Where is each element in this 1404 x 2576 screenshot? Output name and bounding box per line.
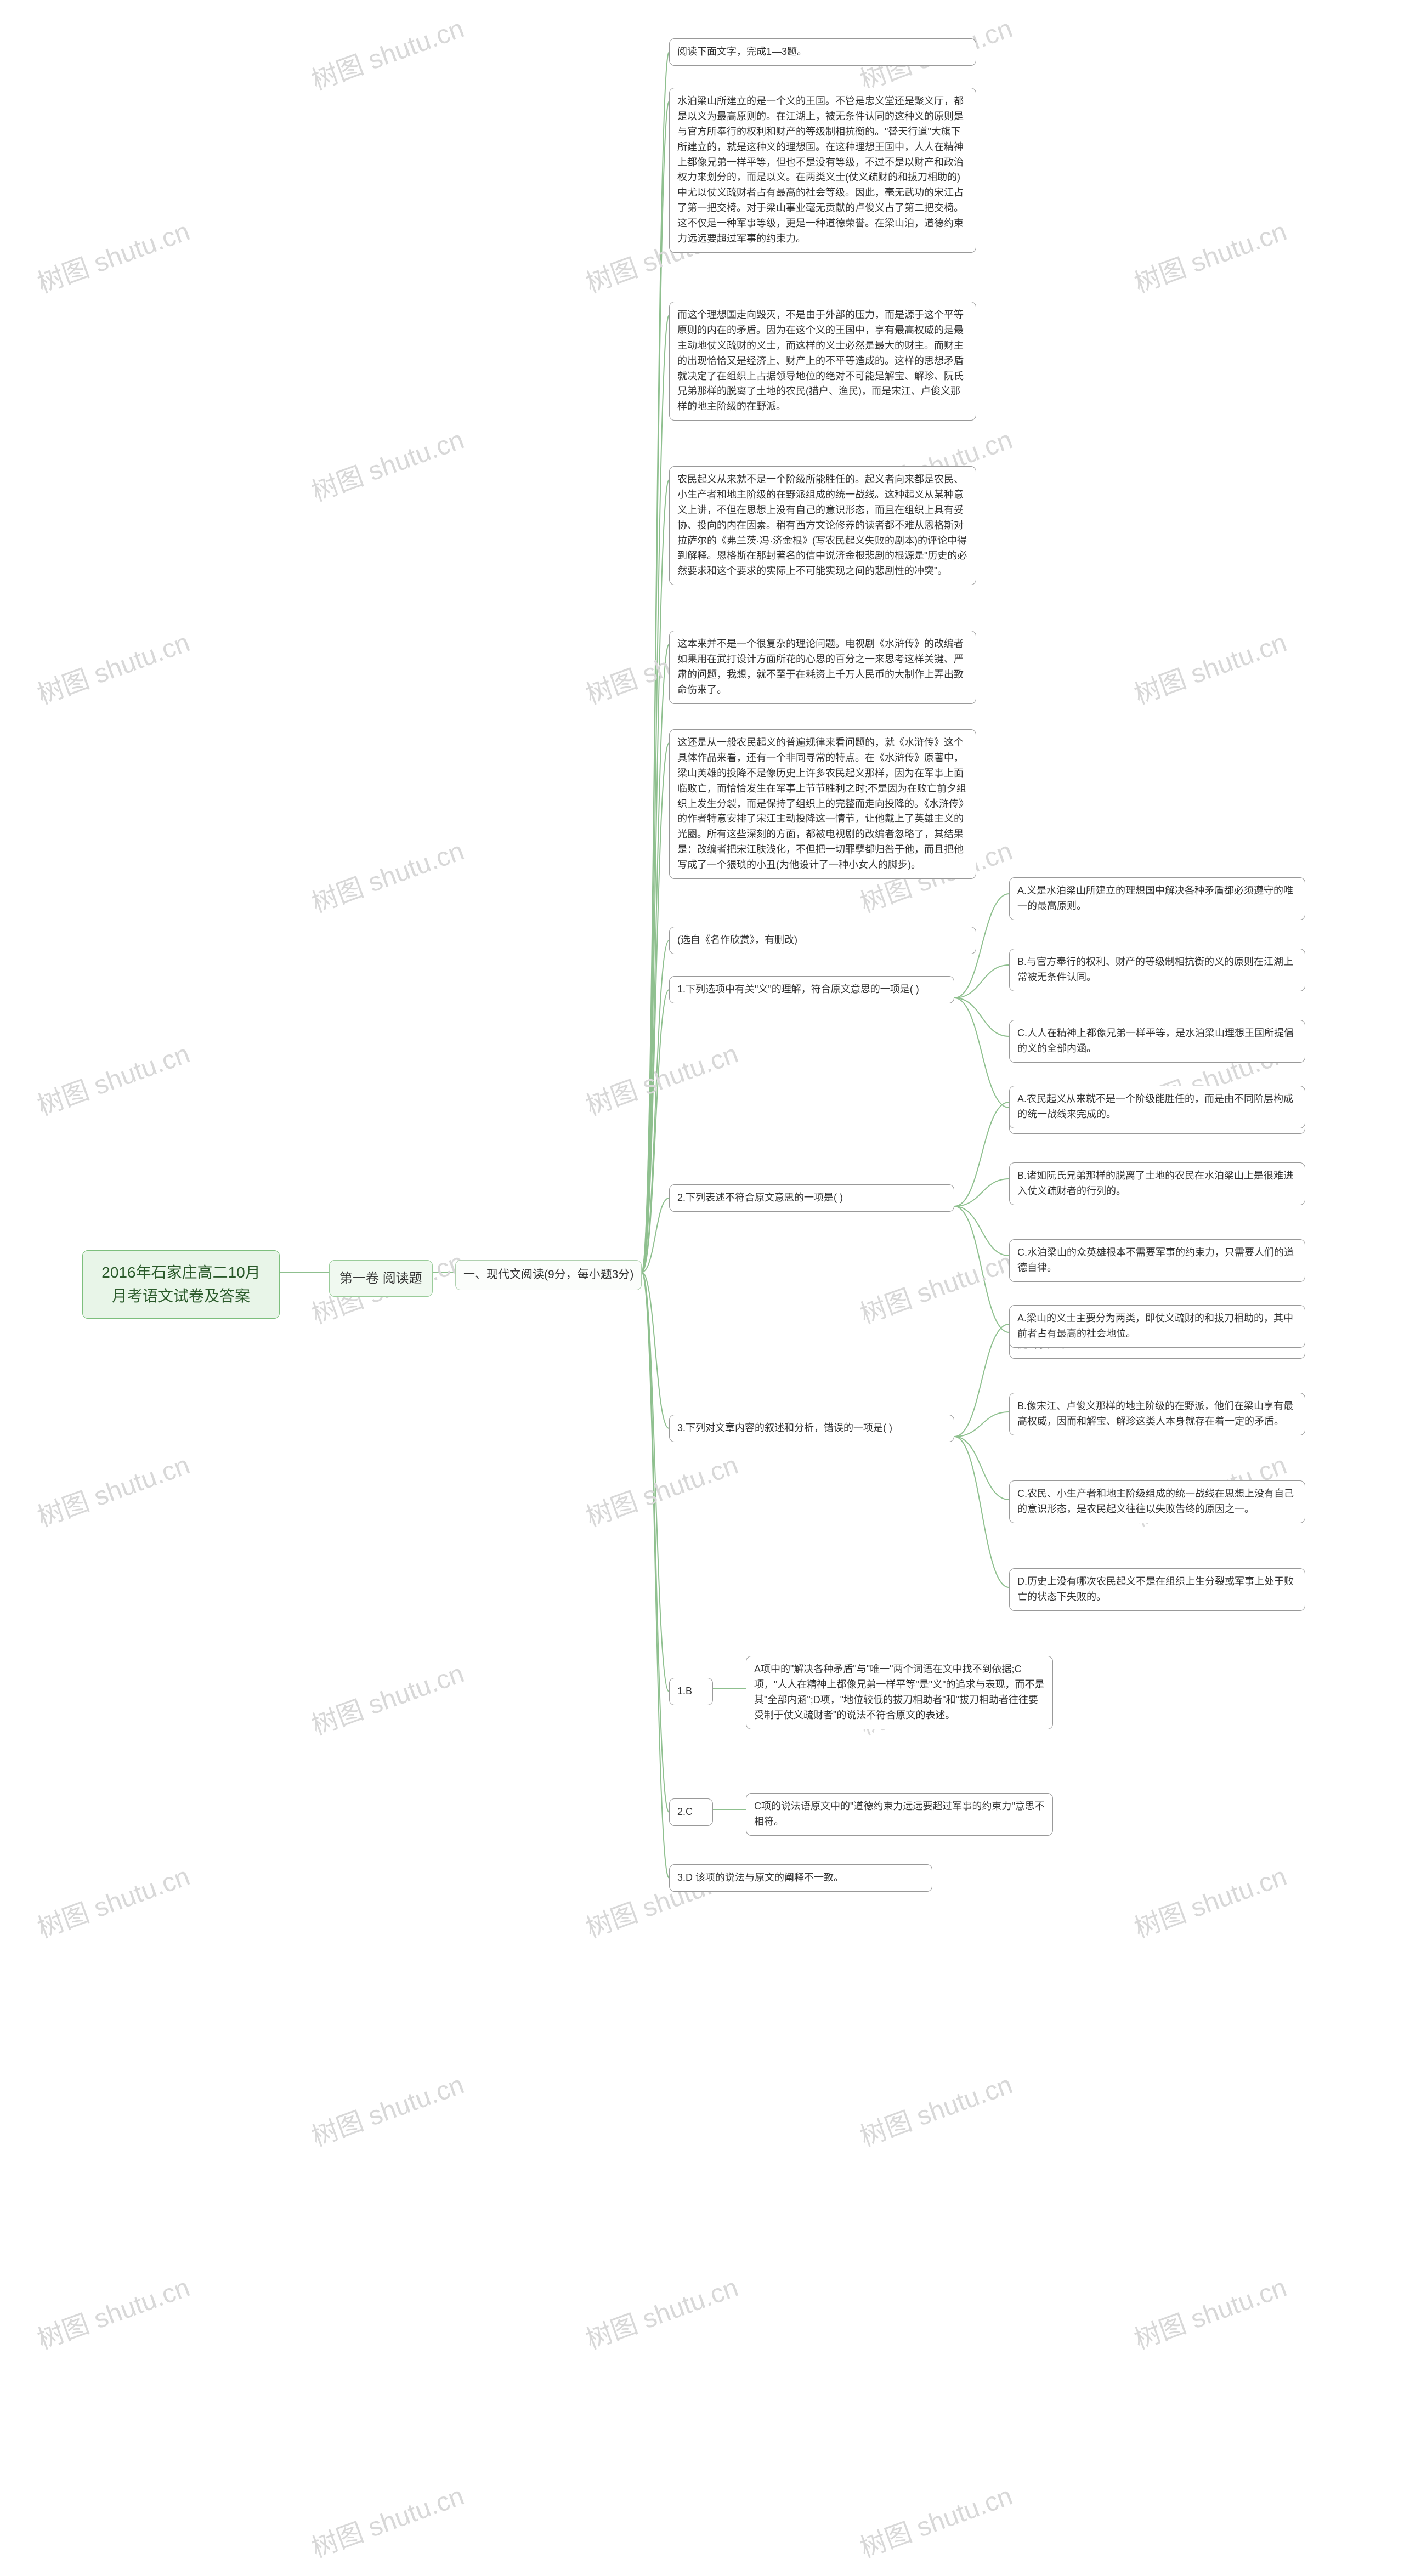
q2-option-B: B.诸如阮氏兄弟那样的脱离了土地的农民在水泊梁山上是很难进入仗义疏财者的行列的。 — [1009, 1162, 1305, 1205]
answer-2: 2.C — [669, 1798, 713, 1826]
modern-reading: 一、现代文阅读(9分，每小题3分) — [455, 1260, 642, 1290]
passage-para-0: 阅读下面文字，完成1—3题。 — [669, 38, 976, 66]
q1-option-C: C.人人在精神上都像兄弟一样平等，是水泊梁山理想王国所提倡的义的全部内涵。 — [1009, 1020, 1305, 1063]
passage-para-6: (选自《名作欣赏》，有删改) — [669, 927, 976, 954]
question-1: 1.下列选项中有关"义"的理解，符合原文意思的一项是( ) — [669, 976, 954, 1003]
q2-option-A: A.农民起义从来就不是一个阶级能胜任的，而是由不同阶层构成的统一战线来完成的。 — [1009, 1086, 1305, 1128]
section-reading: 第一卷 阅读题 — [329, 1260, 433, 1297]
q1-option-B: B.与官方奉行的权利、财产的等级制相抗衡的义的原则在江湖上常被无条件认同。 — [1009, 949, 1305, 991]
passage-para-4: 这本来并不是一个很复杂的理论问题。电视剧《水浒传》的改编者如果用在武打设计方面所… — [669, 631, 976, 704]
question-3: 3.下列对文章内容的叙述和分析，错误的一项是( ) — [669, 1415, 954, 1442]
q3-option-A: A.梁山的义士主要分为两类，即仗义疏财的和拔刀相助的，其中前者占有最高的社会地位… — [1009, 1305, 1305, 1348]
q3-option-B: B.像宋江、卢俊义那样的地主阶级的在野派，他们在梁山享有最高权威，因而和解宝、解… — [1009, 1393, 1305, 1435]
q2-option-C: C.水泊梁山的众英雄根本不需要军事的约束力，只需要人们的道德自律。 — [1009, 1239, 1305, 1282]
question-2: 2.下列表述不符合原文意思的一项是( ) — [669, 1184, 954, 1212]
q3-option-D: D.历史上没有哪次农民起义不是在组织上生分裂或军事上处于败亡的状态下失败的。 — [1009, 1568, 1305, 1611]
q1-option-A: A.义是水泊梁山所建立的理想国中解决各种矛盾都必须遵守的唯一的最高原则。 — [1009, 877, 1305, 920]
q3-option-C: C.农民、小生产者和地主阶级组成的统一战线在思想上没有自己的意识形态，是农民起义… — [1009, 1480, 1305, 1523]
passage-para-2: 而这个理想国走向毁灭，不是由于外部的压力，而是源于这个平等原则的内在的矛盾。因为… — [669, 302, 976, 421]
answer-1: 1.B — [669, 1678, 713, 1705]
answer-1-explain: A项中的"解决各种矛盾"与"唯一"两个词语在文中找不到依据;C项，"人人在精神上… — [746, 1656, 1053, 1729]
passage-para-5: 这还是从一般农民起义的普遍规律来看问题的，就《水浒传》这个具体作品来看，还有一个… — [669, 729, 976, 879]
root-node: 2016年石家庄高二10月月考语文试卷及答案 — [82, 1250, 280, 1319]
answer-2-explain: C项的说法语原文中的"道德约束力远远要超过军事的约束力"意思不相符。 — [746, 1793, 1053, 1836]
answer-3: 3.D 该项的说法与原文的阐释不一致。 — [669, 1864, 932, 1892]
passage-para-1: 水泊梁山所建立的是一个义的王国。不管是忠义堂还是聚义厅，都是以义为最高原则的。在… — [669, 88, 976, 253]
passage-para-3: 农民起义从来就不是一个阶级所能胜任的。起义者向来都是农民、小生产者和地主阶级的在… — [669, 466, 976, 585]
